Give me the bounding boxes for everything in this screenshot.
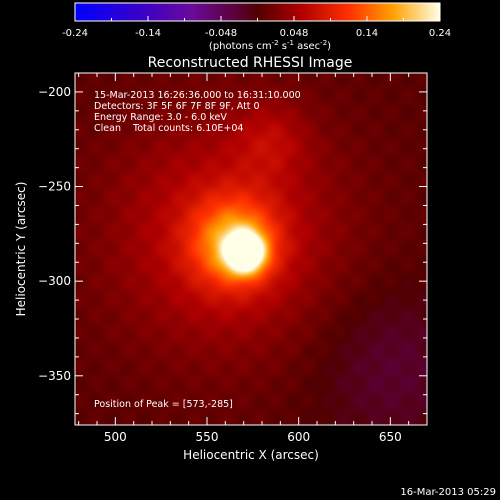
colorbar-tick-label: -0.14 <box>135 28 161 39</box>
colorbar-tick-label: -0.24 <box>62 28 88 39</box>
colorbar-tick-label: -0.048 <box>205 28 237 39</box>
chart-title: Reconstructed RHESSI Image <box>148 55 353 71</box>
axes: 500 550 600 650 −200 −250 −300 −350 <box>38 72 428 444</box>
x-tick-label: 500 <box>104 430 127 444</box>
x-tick-label: 650 <box>379 430 402 444</box>
x-tick-label: 600 <box>287 430 310 444</box>
counts-annotation: Clean Total counts: 6.10E+04 <box>94 123 243 134</box>
y-tick-label: −300 <box>38 274 71 288</box>
energy-range-annotation: Energy Range: 3.0 - 6.0 keV <box>94 112 227 123</box>
annotations: 15-Mar-2013 16:26:36.000 to 16:31:10.000… <box>94 90 301 410</box>
y-tick-label: −200 <box>38 85 71 99</box>
x-axis-label: Heliocentric X (arcsec) <box>183 448 319 462</box>
colorbar-tick-label: 0.24 <box>429 28 451 39</box>
y-tick-label: −350 <box>38 369 71 383</box>
x-tick-label: 550 <box>196 430 219 444</box>
plot-timestamp: 16-Mar-2013 05:29 <box>400 487 496 498</box>
colorbar-ticks <box>74 16 441 21</box>
detectors-annotation: Detectors: 3F 5F 6F 7F 8F 9F, Att 0 <box>94 101 260 112</box>
colorbar-units: (photons cm-2 s-1 asec-2) <box>209 39 331 52</box>
heatmap-image <box>75 73 427 425</box>
peak-position-annotation: Position of Peak = [573,-285] <box>94 399 233 410</box>
plot-frame <box>74 72 428 426</box>
time-range-annotation: 15-Mar-2013 16:26:36.000 to 16:31:10.000 <box>94 90 301 101</box>
colorbar-tick-label: 0.14 <box>356 28 378 39</box>
y-tick-label: −250 <box>38 180 71 194</box>
colorbar-tick-label: 0.048 <box>280 28 309 39</box>
y-axis-label: Heliocentric Y (arcsec) <box>14 182 28 317</box>
colorbar: -0.24 -0.14 -0.048 0.048 0.14 0.24 (phot… <box>62 2 451 52</box>
